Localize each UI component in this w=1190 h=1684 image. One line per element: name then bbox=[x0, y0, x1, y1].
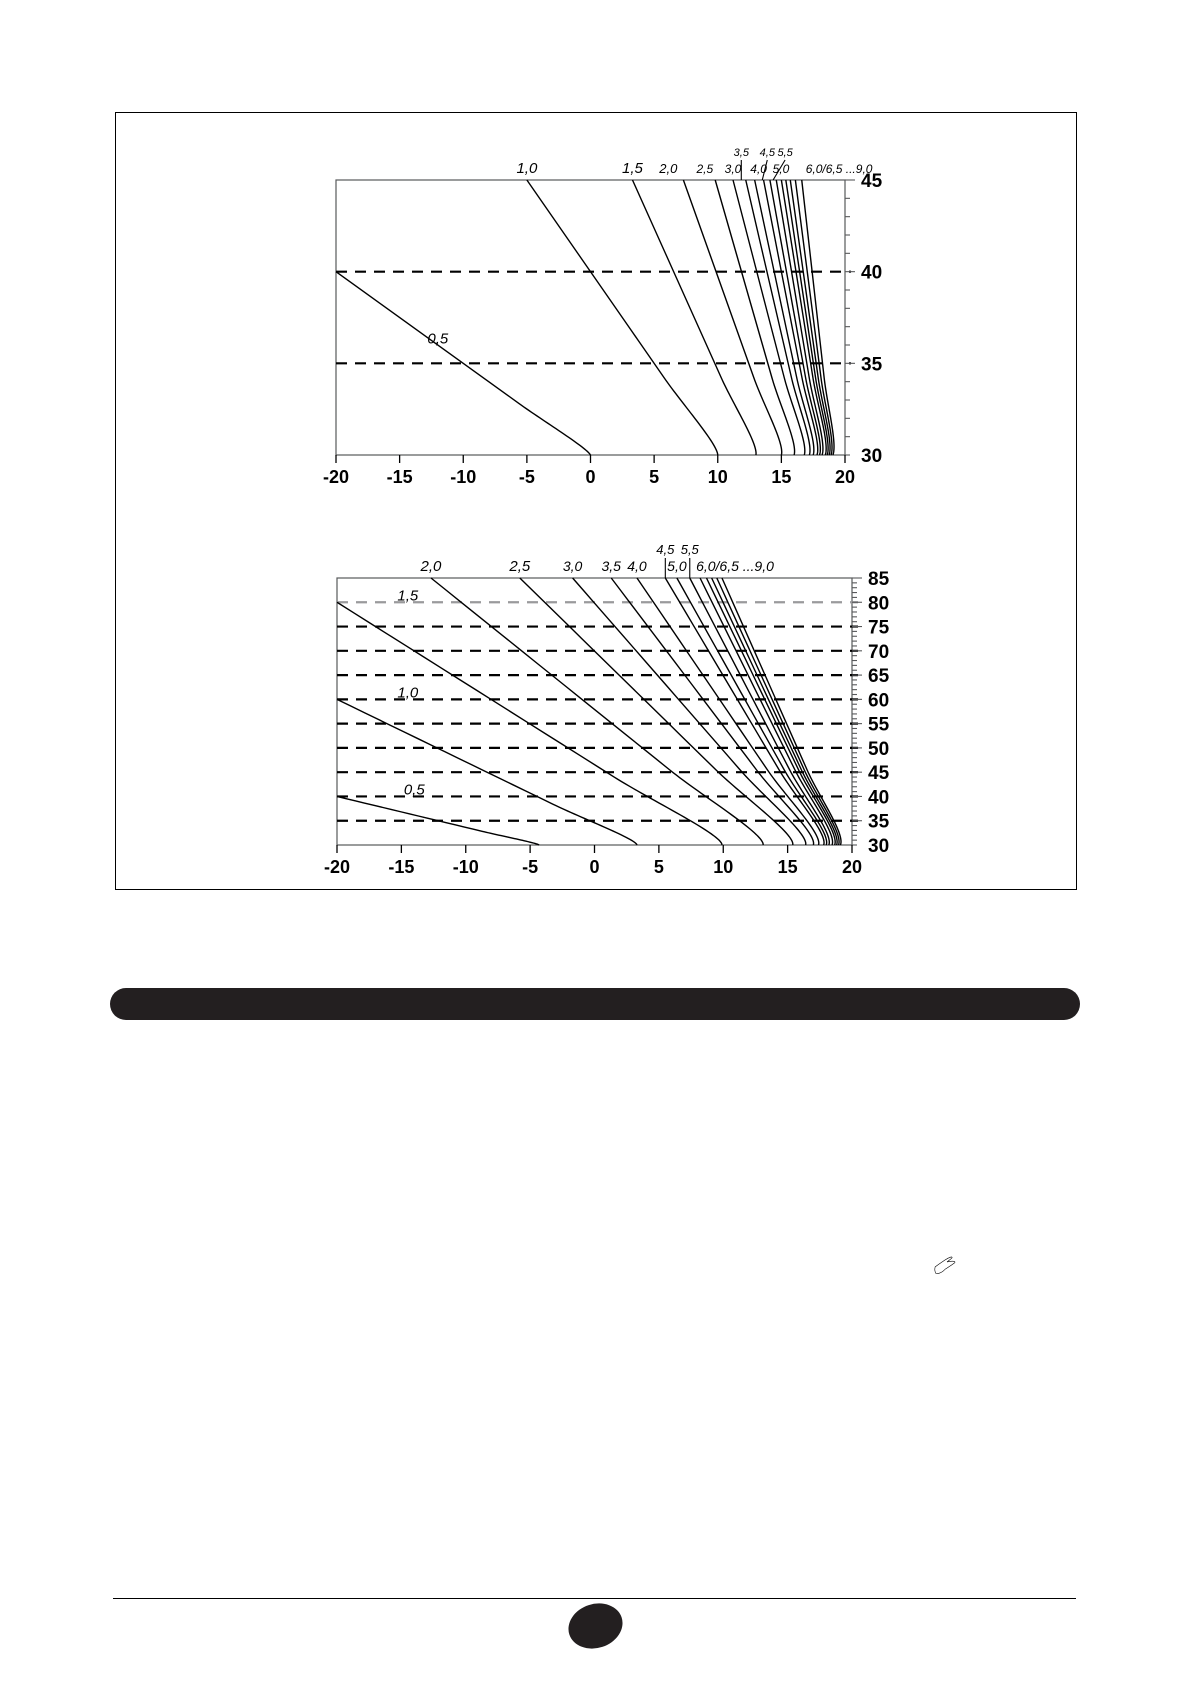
svg-text:10: 10 bbox=[707, 467, 727, 487]
svg-text:3,5: 3,5 bbox=[602, 558, 622, 574]
svg-text:0: 0 bbox=[585, 467, 595, 487]
svg-text:35: 35 bbox=[868, 812, 890, 833]
svg-text:45: 45 bbox=[868, 763, 890, 784]
svg-text:20: 20 bbox=[842, 857, 862, 877]
svg-text:15: 15 bbox=[771, 467, 791, 487]
svg-text:1,0: 1,0 bbox=[397, 684, 419, 701]
svg-text:2,5: 2,5 bbox=[508, 558, 531, 575]
svg-text:6,0/6,5 ...9,0: 6,0/6,5 ...9,0 bbox=[696, 558, 774, 574]
svg-text:5,0: 5,0 bbox=[772, 162, 789, 176]
svg-text:0,5: 0,5 bbox=[427, 331, 449, 348]
svg-text:35: 35 bbox=[861, 354, 883, 375]
svg-text:15: 15 bbox=[778, 857, 798, 877]
svg-text:4,0: 4,0 bbox=[627, 558, 647, 574]
svg-text:-5: -5 bbox=[518, 467, 534, 487]
svg-text:5: 5 bbox=[654, 857, 664, 877]
svg-text:3,0: 3,0 bbox=[563, 558, 583, 574]
svg-text:-20: -20 bbox=[322, 467, 348, 487]
svg-text:65: 65 bbox=[868, 666, 890, 687]
svg-text:0: 0 bbox=[589, 857, 599, 877]
svg-text:-15: -15 bbox=[386, 467, 412, 487]
svg-text:40: 40 bbox=[861, 263, 882, 284]
svg-text:4,5: 4,5 bbox=[759, 147, 775, 159]
svg-text:40: 40 bbox=[868, 787, 889, 808]
svg-text:5: 5 bbox=[649, 467, 659, 487]
svg-text:1,0: 1,0 bbox=[516, 160, 538, 177]
svg-text:-15: -15 bbox=[388, 857, 414, 877]
svg-text:30: 30 bbox=[861, 446, 882, 467]
svg-text:0,5: 0,5 bbox=[404, 781, 426, 798]
svg-text:5,5: 5,5 bbox=[681, 542, 700, 557]
svg-text:70: 70 bbox=[868, 642, 889, 663]
svg-text:5,0: 5,0 bbox=[667, 558, 687, 574]
svg-text:-5: -5 bbox=[522, 857, 538, 877]
svg-text:4,5: 4,5 bbox=[656, 542, 675, 557]
svg-text:-10: -10 bbox=[453, 857, 479, 877]
svg-text:20: 20 bbox=[834, 467, 854, 487]
svg-text:75: 75 bbox=[868, 618, 890, 639]
svg-text:30: 30 bbox=[868, 836, 889, 857]
svg-text:1,5: 1,5 bbox=[622, 160, 644, 177]
svg-text:3,5: 3,5 bbox=[733, 147, 749, 159]
svg-text:55: 55 bbox=[868, 715, 890, 736]
svg-text:50: 50 bbox=[868, 739, 889, 760]
svg-text:3,0: 3,0 bbox=[724, 162, 741, 176]
svg-text:2,5: 2,5 bbox=[695, 162, 713, 176]
svg-text:-20: -20 bbox=[324, 857, 350, 877]
svg-text:5,5: 5,5 bbox=[777, 147, 793, 159]
svg-text:1,5: 1,5 bbox=[397, 587, 419, 604]
svg-text:-10: -10 bbox=[450, 467, 476, 487]
svg-text:85: 85 bbox=[868, 569, 890, 590]
svg-text:6,0/6,5 ...9,0: 6,0/6,5 ...9,0 bbox=[805, 162, 872, 176]
svg-text:2,0: 2,0 bbox=[658, 161, 678, 176]
svg-text:2,0: 2,0 bbox=[420, 558, 443, 575]
svg-text:80: 80 bbox=[868, 593, 889, 614]
svg-text:60: 60 bbox=[868, 690, 889, 711]
svg-text:10: 10 bbox=[713, 857, 733, 877]
